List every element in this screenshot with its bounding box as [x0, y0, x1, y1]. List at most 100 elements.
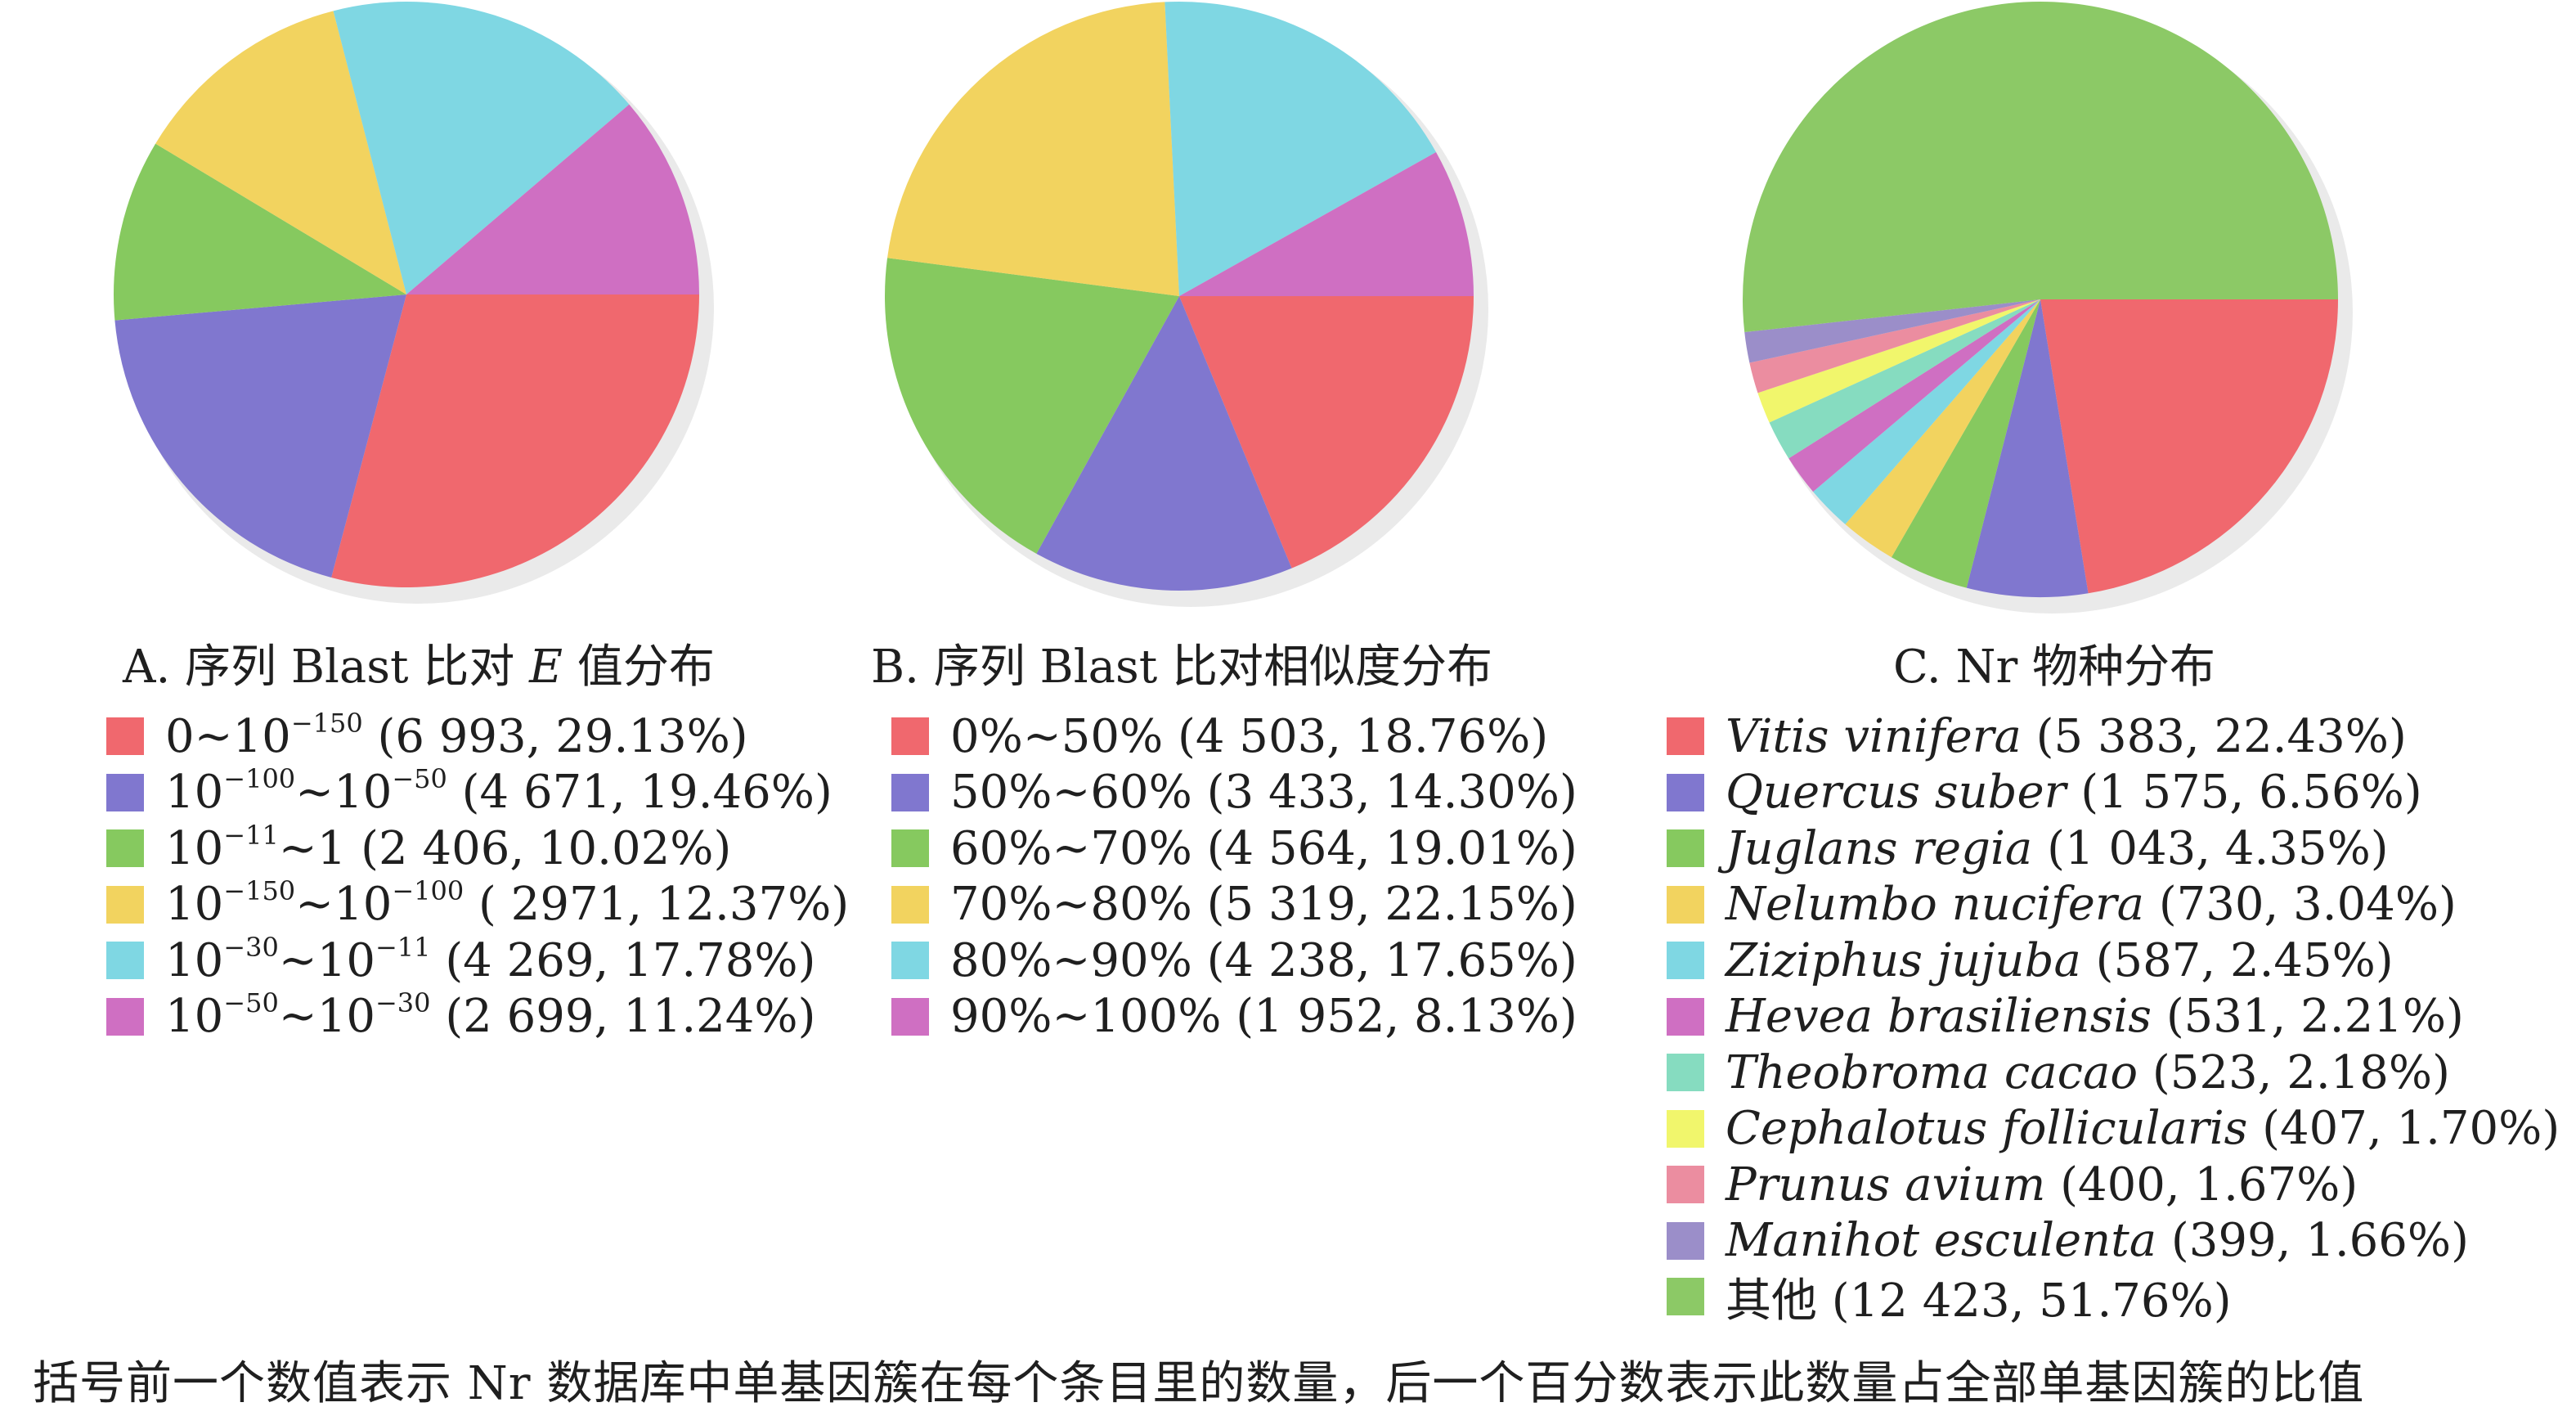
legend-c-item: Vitis vinifera (5 383, 22.43%) [1667, 708, 2560, 765]
legend-a-item: 10−30~10−11 (4 269, 17.78%) [106, 933, 849, 989]
pie-b-slice-5 [1179, 151, 1474, 296]
pie-chart-a [114, 2, 714, 604]
legend-swatch [1667, 829, 1704, 868]
chart-c-title: C. Nr 物种分布 [1893, 641, 2216, 694]
legend-b: 0%~50% (4 503, 18.76%) 50%~60% (3 433, 14… [891, 708, 1577, 1045]
legend-c-item: Theobroma cacao (523, 2.18%) [1667, 1045, 2560, 1101]
pie-c-slice-6 [1769, 299, 2040, 459]
pie-a-slice-2 [114, 143, 406, 321]
legend-b-label: 90%~100% (1 952, 8.13%) [950, 990, 1577, 1044]
legend-a-item: 0~10−150 (6 993, 29.13%) [106, 708, 849, 765]
pie-c-slice-7 [1757, 299, 2040, 423]
legend-c-item: Prunus avium (400, 1.67%) [1667, 1157, 2560, 1213]
legend-c-item: Hevea brasiliensis (531, 2.21%) [1667, 989, 2560, 1045]
legend-a-item: 10−11~1 (2 406, 10.02%) [106, 820, 849, 877]
legend-swatch [1667, 1221, 1704, 1260]
pie-b-slice-3 [887, 2, 1179, 296]
legend-b-item: 0%~50% (4 503, 18.76%) [891, 708, 1577, 765]
legend-a-label: 10−50~10−30 (2 699, 11.24%) [165, 987, 816, 1044]
legend-swatch [106, 829, 144, 868]
pie-c-slice-0 [2040, 299, 2338, 594]
legend-c-label: Ziziphus jujuba (587, 2.45%) [1726, 933, 2394, 987]
pie-c-slice-2 [1891, 299, 2040, 588]
legend-swatch [891, 885, 929, 924]
pie-c-slice-9 [1744, 299, 2040, 363]
pie-c-slice-1 [1966, 299, 2089, 598]
chart-b-title: B. 序列 Blast 比对相似度分布 [871, 641, 1493, 694]
legend-c-item: Manihot esculenta (399, 1.66%) [1667, 1213, 2560, 1270]
legend-a: 0~10−150 (6 993, 29.13%) 10−100~10−50 (4 … [106, 708, 849, 1045]
legend-c-item: Quercus suber (1 575, 6.56%) [1667, 765, 2560, 821]
pie-a-slice-5 [406, 104, 699, 294]
legend-b-item: 50%~60% (3 433, 14.30%) [891, 765, 1577, 821]
legend-c-label: Prunus avium (400, 1.67%) [1726, 1158, 2358, 1211]
legend-swatch [106, 717, 144, 756]
legend-a-label: 0~10−150 (6 993, 29.13%) [165, 707, 748, 763]
legend-swatch [1667, 1109, 1704, 1148]
legend-b-label: 0%~50% (4 503, 18.76%) [950, 709, 1549, 763]
legend-c-item: Cephalotus follicularis (407, 1.70%) [1667, 1101, 2560, 1158]
legend-c-label: Nelumbo nucifera (730, 3.04%) [1726, 878, 2457, 932]
pie-a-slice-1 [114, 294, 407, 578]
pie-chart-b [885, 1, 1488, 607]
legend-c-label: Manihot esculenta (399, 1.66%) [1726, 1214, 2469, 1268]
legend-c-item: Juglans regia (1 043, 4.35%) [1667, 820, 2560, 877]
legend-swatch [1667, 997, 1704, 1036]
legend-swatch [891, 997, 929, 1036]
pie-c-slice-10 [1743, 2, 2338, 333]
pie-a-slice-0 [331, 294, 699, 587]
pie-b-slice-2 [885, 258, 1179, 554]
legend-swatch [891, 773, 929, 811]
legend-a-label: 10−11~1 (2 406, 10.02%) [165, 819, 732, 875]
legend-b-label: 50%~60% (3 433, 14.30%) [950, 766, 1577, 820]
footnote: 括号前一个数值表示 Nr 数据库中单基因簇在每个条目里的数量，后一个百分数表示此… [33, 1357, 2365, 1410]
legend-swatch [106, 997, 144, 1036]
legend-c-label: Theobroma cacao (523, 2.18%) [1726, 1045, 2450, 1099]
legend-c-item: Ziziphus jujuba (587, 2.45%) [1667, 933, 2560, 989]
legend-swatch [1667, 717, 1704, 756]
legend-a-label: 10−100~10−50 (4 671, 19.46%) [165, 763, 832, 820]
legend-swatch [891, 717, 929, 756]
legend-a-item: 10−50~10−30 (2 699, 11.24%) [106, 989, 849, 1045]
pie-b-slice-4 [1165, 1, 1437, 296]
chart-a-title: A. 序列 Blast 比对 E 值分布 [123, 641, 715, 694]
legend-b-label: 70%~80% (5 319, 22.15%) [950, 878, 1577, 932]
legend-b-item: 70%~80% (5 319, 22.15%) [891, 877, 1577, 933]
legend-swatch [106, 885, 144, 924]
legend-swatch [1667, 1166, 1704, 1204]
legend-swatch [1667, 885, 1704, 924]
pie-b-slice-1 [1036, 296, 1292, 591]
legend-swatch [891, 829, 929, 868]
legend-b-label: 60%~70% (4 564, 19.01%) [950, 821, 1577, 875]
legend-swatch [106, 773, 144, 811]
legend-c: Vitis vinifera (5 383, 22.43%) Quercus su… [1667, 708, 2560, 1328]
pie-b-slice-0 [1179, 296, 1474, 569]
legend-c-label: Vitis vinifera (5 383, 22.43%) [1726, 709, 2407, 763]
pie-c-slice-4 [1813, 299, 2040, 524]
pie-c-slice-8 [1749, 299, 2040, 393]
legend-a-item: 10−150~10−100 ( 2971, 12.37%) [106, 877, 849, 933]
legend-b-item: 80%~90% (4 238, 17.65%) [891, 933, 1577, 989]
pie-c-slice-3 [1845, 299, 2040, 558]
legend-c-label: Juglans regia (1 043, 4.35%) [1726, 821, 2389, 875]
legend-a-label: 10−30~10−11 (4 269, 17.78%) [165, 931, 816, 987]
legend-a-item: 10−100~10−50 (4 671, 19.46%) [106, 765, 849, 821]
legend-b-item: 60%~70% (4 564, 19.01%) [891, 820, 1577, 877]
legend-b-label: 80%~90% (4 238, 17.65%) [950, 933, 1577, 987]
pie-a-slice-4 [333, 2, 630, 295]
legend-c-label: Cephalotus follicularis (407, 1.70%) [1726, 1102, 2560, 1156]
legend-swatch [106, 942, 144, 980]
legend-a-label: 10−150~10−100 ( 2971, 12.37%) [165, 875, 850, 932]
legend-swatch [1667, 773, 1704, 811]
legend-swatch [891, 942, 929, 980]
legend-swatch [1667, 1054, 1704, 1092]
legend-b-item: 90%~100% (1 952, 8.13%) [891, 989, 1577, 1045]
legend-c-item: Nelumbo nucifera (730, 3.04%) [1667, 877, 2560, 933]
legend-swatch [1667, 942, 1704, 980]
legend-c-label: Hevea brasiliensis (531, 2.21%) [1726, 990, 2464, 1044]
legend-swatch [1667, 1278, 1704, 1316]
legend-c-item: 其他 (12 423, 51.76%) [1667, 1269, 2560, 1328]
pie-chart-c [1743, 2, 2353, 614]
pie-a-slice-3 [155, 11, 407, 295]
pie-c-slice-5 [1788, 299, 2040, 492]
